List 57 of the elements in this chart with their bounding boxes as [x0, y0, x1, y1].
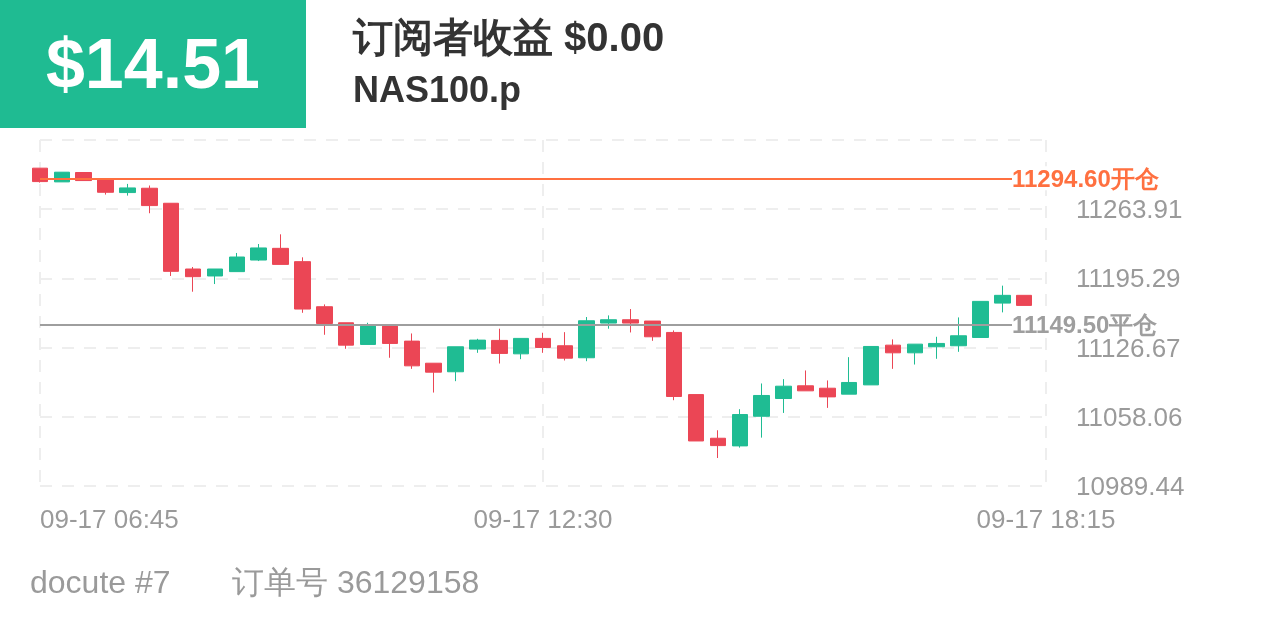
candlestick — [272, 233, 289, 265]
candlestick — [797, 369, 814, 392]
chart-title: 订阅者收益 $0.00 — [352, 15, 665, 59]
candlestick — [425, 362, 442, 394]
chart-subtitle: NAS100.p — [353, 68, 522, 110]
text: 订单号 36129158 — [232, 563, 480, 602]
candlestick — [491, 328, 508, 365]
x-tick-label: 09-17 12:30 — [473, 504, 613, 534]
candlestick — [950, 316, 967, 353]
candlestick — [97, 178, 114, 196]
candlestick — [775, 378, 792, 414]
candlestick — [360, 322, 376, 345]
text: docute #7 — [30, 563, 171, 602]
y-tick-label: 11058.06 — [1076, 401, 1183, 432]
candlestick — [119, 183, 136, 197]
candlestick — [600, 314, 617, 330]
x-tick-label: 09-17 06:45 — [40, 504, 179, 534]
candlestick — [338, 322, 354, 350]
candlestick — [1016, 294, 1032, 306]
candlestick — [404, 332, 420, 370]
candlestick — [229, 252, 245, 273]
candlestick — [753, 382, 770, 439]
candlestick — [841, 356, 857, 395]
candlestick — [535, 332, 551, 354]
candlestick — [382, 325, 398, 359]
candlestick — [972, 300, 989, 338]
candlestick — [710, 429, 726, 459]
ref-line-label: 11294.60开仓 — [1012, 164, 1160, 192]
candlestick — [622, 308, 639, 333]
candlestick — [32, 167, 48, 184]
y-tick-label: 10989.44 — [1076, 471, 1185, 501]
y-tick-label: 11195.29 — [1076, 263, 1181, 294]
candlestick — [294, 256, 311, 314]
candlestick — [207, 268, 223, 285]
candlestick — [185, 266, 201, 293]
candlestick — [666, 329, 682, 401]
candlestick — [907, 343, 923, 366]
candlestick — [994, 285, 1011, 313]
candlestick — [141, 185, 158, 214]
candlestick — [732, 408, 748, 449]
candlestick — [928, 336, 945, 360]
ref-line-label: 11149.50平仓 — [1012, 311, 1159, 339]
candlestick — [513, 337, 529, 360]
text: $14.51 — [0, 0, 306, 128]
candlestick — [688, 394, 704, 442]
candlestick — [819, 379, 836, 409]
candlestick — [250, 243, 267, 262]
candlestick — [316, 303, 333, 336]
y-tick-label: 11263.91 — [1076, 194, 1183, 225]
x-tick-label: 09-17 18:15 — [976, 504, 1116, 534]
candlestick — [557, 331, 573, 361]
candlestick — [863, 345, 879, 386]
candlestick — [885, 338, 901, 370]
candlestick — [469, 338, 486, 354]
candlestick — [447, 346, 464, 382]
candlestick — [163, 202, 179, 277]
candlestick — [578, 316, 595, 362]
